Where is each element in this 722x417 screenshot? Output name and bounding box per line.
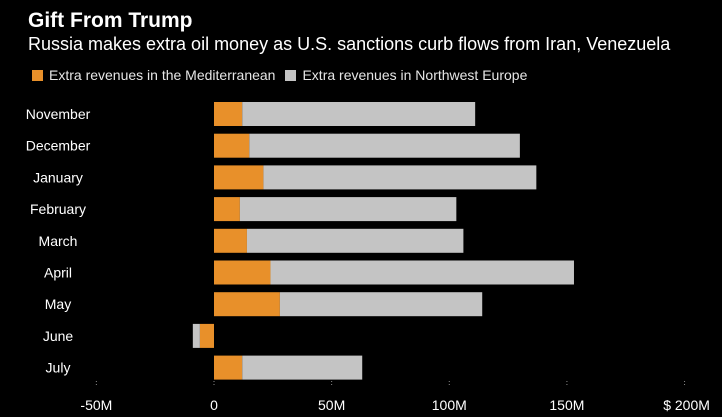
- bar-nw-europe-february: [239, 197, 457, 222]
- bar-nw-europe-march: [246, 228, 464, 253]
- category-label-february: February: [30, 201, 86, 217]
- bar-nw-europe-december: [249, 133, 520, 158]
- legend-label-mediterranean: Extra revenues in the Mediterranean: [49, 67, 276, 83]
- x-tick-label: -50M: [80, 397, 112, 413]
- bar-nw-europe-january: [263, 165, 537, 190]
- x-tick-label: 100M: [432, 397, 467, 413]
- category-label-may: May: [45, 296, 71, 312]
- legend-label-nw-europe: Extra revenues in Northwest Europe: [302, 67, 528, 83]
- bar-mediterranean-december: [214, 133, 250, 158]
- bar-nw-europe-july: [242, 355, 363, 380]
- category-label-january: January: [33, 169, 83, 185]
- category-label-april: April: [44, 265, 72, 281]
- bar-mediterranean-july: [214, 355, 243, 380]
- bar-mediterranean-february: [214, 197, 240, 222]
- category-label-december: December: [26, 138, 91, 154]
- bar-mediterranean-may: [214, 292, 280, 317]
- legend-swatch-nw-europe: [285, 69, 297, 81]
- category-label-june: June: [43, 328, 74, 344]
- x-tick-label: 150M: [549, 397, 584, 413]
- chart-subtitle: Russia makes extra oil money as U.S. san…: [28, 34, 671, 54]
- bar-mediterranean-november: [214, 102, 243, 126]
- category-label-march: March: [39, 233, 78, 249]
- legend-item-nw-europe: Extra revenues in Northwest Europe: [285, 67, 527, 83]
- legend-swatch-mediterranean: [32, 69, 43, 81]
- chart-title: Gift From Trump: [28, 9, 193, 32]
- category-label-july: July: [46, 360, 71, 376]
- legend: Extra revenues in the Mediterranean Extr…: [32, 67, 537, 83]
- legend-item-mediterranean: Extra revenues in the Mediterranean: [32, 67, 275, 83]
- bar-nw-europe-april: [270, 260, 574, 285]
- x-tick-label: $ 200M: [663, 397, 710, 413]
- x-tick-label: 0: [210, 397, 218, 413]
- bar-nw-europe-june: [192, 323, 200, 348]
- x-tick-label: 50M: [318, 397, 345, 413]
- bar-nw-europe-may: [279, 292, 483, 317]
- bar-nw-europe-november: [242, 102, 476, 126]
- bar-mediterranean-march: [214, 228, 247, 253]
- bar-mediterranean-april: [214, 260, 271, 285]
- bar-mediterranean-june: [199, 323, 214, 348]
- bar-mediterranean-january: [214, 165, 264, 190]
- category-label-november: November: [26, 106, 91, 122]
